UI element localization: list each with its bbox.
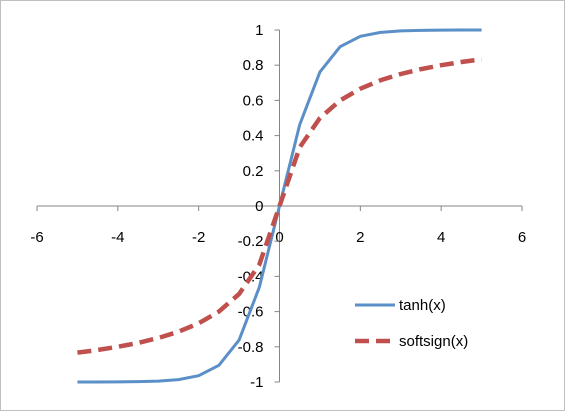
series-layer [77, 28, 482, 384]
y-tick-label: -0.8 [238, 339, 264, 356]
x-tick-label: -2 [192, 229, 205, 246]
x-tick-label: 2 [356, 229, 364, 246]
y-tick-label: -1 [250, 374, 263, 391]
legend: tanh(x) softsign(x) [355, 297, 468, 350]
y-tick-label: 0.8 [243, 57, 264, 74]
y-tick-label: -0.2 [238, 233, 264, 250]
y-tick-label: 0.2 [243, 163, 264, 180]
y-tick-label: 0.4 [243, 128, 264, 145]
y-tick-label: 1 [255, 22, 263, 39]
y-tick-label: 0 [255, 198, 263, 215]
y-tick-label: 0.6 [243, 92, 264, 109]
x-tick-label: -6 [30, 229, 43, 246]
x-tick-label: 4 [437, 229, 445, 246]
x-tick-label: 0 [275, 229, 283, 246]
legend-label: softsign(x) [399, 333, 468, 350]
x-tick-label: -4 [111, 229, 124, 246]
legend-label: tanh(x) [399, 297, 446, 314]
series-line-softsignx [77, 57, 482, 355]
x-tick-label: 6 [518, 229, 526, 246]
